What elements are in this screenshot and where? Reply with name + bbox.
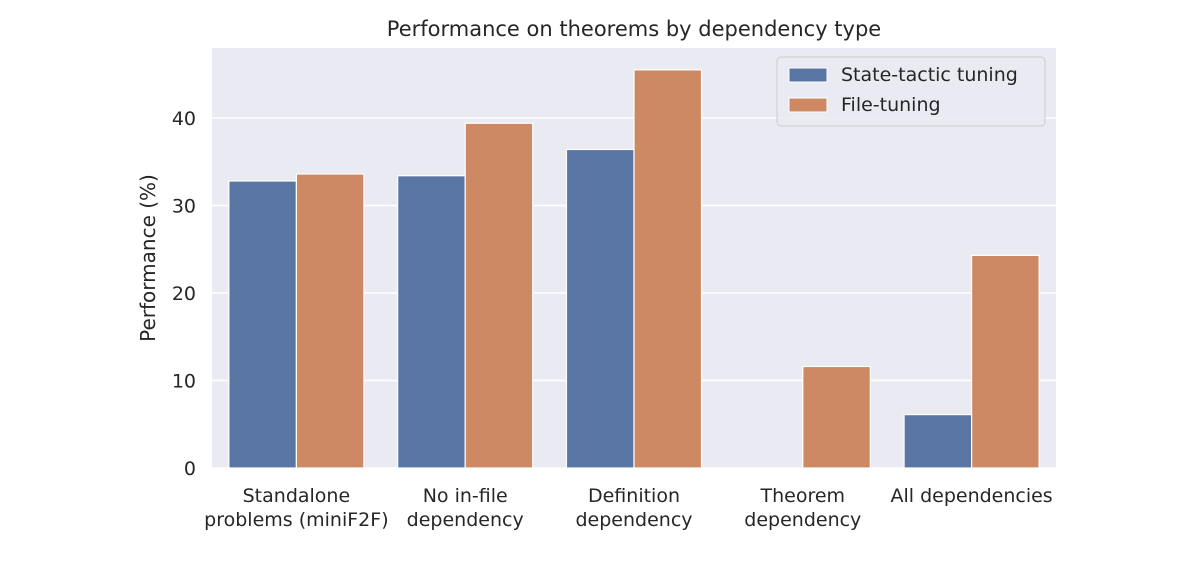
x-axis-ticks: Standalone problems (miniF2F) No in-file de…	[204, 485, 1053, 531]
bar-file-tuning	[802, 365, 871, 469]
bars	[228, 69, 1040, 469]
legend-box	[776, 56, 1046, 127]
bar-state-tactic	[397, 175, 466, 469]
y-tick-label: 20	[172, 283, 196, 305]
bar-file-tuning	[464, 122, 534, 469]
legend-swatch	[788, 97, 828, 113]
x-tick-label: No in-file dependency	[407, 485, 524, 531]
bar-state-tactic	[228, 180, 298, 469]
bar-state-tactic	[565, 148, 635, 469]
y-tick-label: 30	[172, 196, 196, 218]
legend-label: State-tactic tuning	[841, 64, 1018, 86]
x-tick-label: Definition dependency	[575, 485, 692, 531]
y-tick-label: 0	[184, 458, 196, 480]
y-axis-ticks: 0 10 20 30 40	[172, 108, 196, 480]
bar-file-tuning	[295, 173, 365, 469]
x-tick-label: Standalone problems (miniF2F)	[204, 485, 388, 531]
bar-state-tactic	[903, 414, 973, 469]
x-tick-label: All dependencies	[890, 485, 1052, 507]
y-tick-label: 40	[172, 108, 196, 130]
legend-label: File-tuning	[841, 94, 941, 116]
bar-file-tuning	[970, 254, 1040, 469]
x-tick-label: Theorem dependency	[744, 485, 861, 531]
legend-swatch	[788, 67, 828, 83]
bar-file-tuning	[633, 69, 703, 469]
y-tick-label: 10	[172, 371, 196, 393]
chart-title: Performance on theorems by dependency ty…	[387, 17, 881, 41]
y-axis-label: Performance (%)	[136, 174, 160, 342]
legend: State-tactic tuning File-tuning	[776, 56, 1046, 127]
